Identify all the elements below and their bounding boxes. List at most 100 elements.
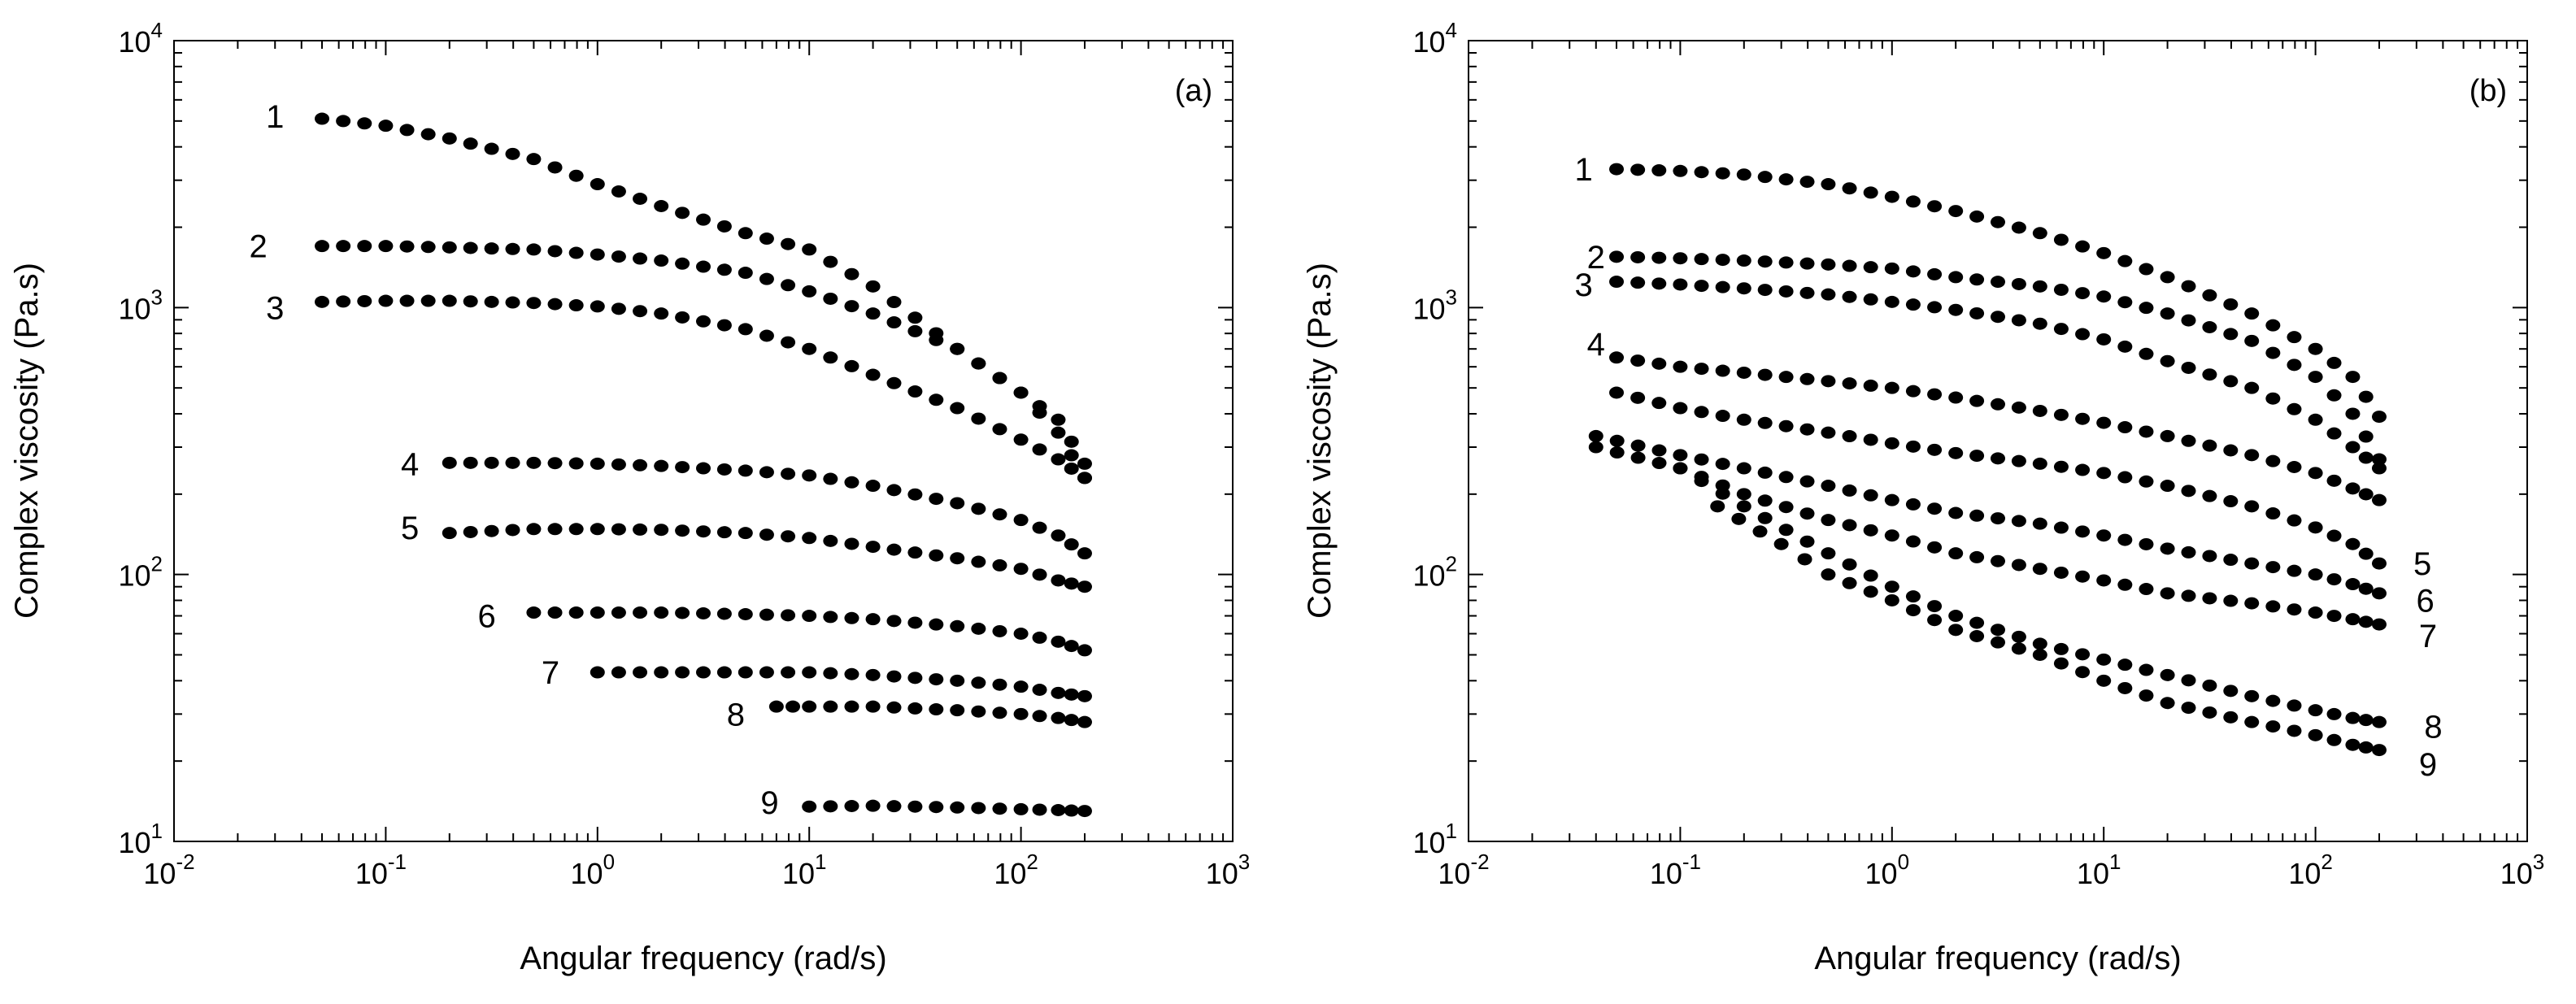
- data-point-series-8-b: [2181, 674, 2196, 687]
- data-point-series-4-a: [590, 457, 605, 470]
- data-point-series-6-a: [568, 606, 584, 619]
- data-point-series-9-b: [2117, 681, 2133, 694]
- data-point-series-5-a: [1051, 574, 1066, 587]
- data-point-series-1-a: [738, 227, 753, 240]
- data-point-series-1-b: [2326, 356, 2342, 369]
- y-tick-label-b: 103: [1412, 285, 1457, 325]
- data-point-series-1-b: [2244, 307, 2260, 320]
- data-point-series-2-a: [992, 372, 1007, 385]
- data-point-series-6-b: [1651, 444, 1667, 457]
- data-point-series-1-b: [1736, 168, 1751, 181]
- data-point-series-4-a: [865, 480, 881, 493]
- data-point-series-4-b: [1799, 372, 1815, 385]
- data-point-series-1-a: [781, 237, 796, 250]
- data-point-series-2-b: [2371, 453, 2387, 466]
- data-point-series-3-b: [2032, 317, 2047, 330]
- x-tick-label-b: 101: [2077, 850, 2121, 890]
- data-point-series-2-a: [526, 243, 542, 256]
- data-point-series-3-b: [1991, 311, 2005, 324]
- data-point-series-7-b: [2096, 574, 2112, 587]
- data-point-series-5-a: [886, 543, 902, 556]
- data-point-series-5-b: [1609, 386, 1625, 399]
- data-point-series-3-b: [1842, 290, 1857, 303]
- data-point-series-7-b: [2011, 559, 2026, 572]
- data-point-series-2-b: [1884, 262, 1899, 275]
- data-point-series-1-b: [1927, 200, 1943, 213]
- data-point-series-2-b: [2345, 407, 2361, 420]
- data-point-series-7-b: [2265, 600, 2281, 613]
- data-point-series-4-a: [1051, 529, 1066, 542]
- data-point-series-6-a: [886, 615, 902, 628]
- data-point-series-2-a: [590, 248, 605, 261]
- data-point-series-5-b: [1927, 443, 1943, 456]
- data-point-series-6-b: [2308, 568, 2323, 581]
- data-point-series-7-a: [844, 667, 859, 680]
- data-point-series-2-b: [1651, 251, 1667, 264]
- series-label-5-a: 5: [401, 511, 419, 546]
- data-point-series-8-a: [886, 701, 902, 714]
- data-point-series-6-b: [2371, 587, 2387, 600]
- data-point-series-1-b: [2117, 254, 2133, 267]
- x-tick-label-b: 103: [2500, 850, 2545, 890]
- data-point-series-7-b: [1630, 451, 1646, 464]
- data-point-series-4-a: [844, 476, 859, 489]
- data-point-series-7-b: [2202, 592, 2217, 605]
- data-point-series-2-a: [950, 342, 965, 355]
- data-point-series-3-a: [929, 393, 944, 406]
- data-point-series-8-a: [1013, 707, 1029, 720]
- data-point-series-8-b: [1969, 616, 1985, 629]
- data-point-series-4-b: [1757, 368, 1773, 381]
- data-point-series-9-a: [907, 800, 923, 813]
- data-point-series-8-a: [785, 700, 801, 713]
- data-point-series-9-a: [971, 802, 986, 815]
- data-point-series-5-a: [654, 524, 669, 537]
- data-point-series-4-b: [2117, 421, 2133, 434]
- data-point-series-4-a: [781, 467, 796, 480]
- data-point-series-7-b: [2345, 613, 2361, 626]
- data-point-series-2-a: [1064, 449, 1079, 462]
- data-point-series-7-a: [1013, 680, 1029, 693]
- data-point-series-2-b: [2326, 389, 2342, 402]
- data-point-series-4-b: [1651, 357, 1667, 370]
- data-point-series-2-b: [1905, 265, 1921, 278]
- data-point-series-3-b: [2244, 381, 2260, 394]
- data-point-series-6-b: [1842, 484, 1857, 497]
- data-point-series-1-b: [2160, 271, 2175, 284]
- data-point-series-5-b: [2160, 480, 2175, 493]
- data-point-series-9-b: [2202, 706, 2217, 719]
- data-point-series-8-a: [992, 706, 1007, 719]
- data-point-series-5-a: [675, 524, 690, 537]
- data-point-series-3-a: [590, 300, 605, 313]
- panel-a: Complex viscosity (Pa.s) Angular frequen…: [9, 18, 1250, 976]
- data-point-series-2-b: [1799, 257, 1815, 270]
- data-point-series-2-a: [738, 267, 753, 280]
- data-point-series-3-b: [1778, 285, 1794, 298]
- data-point-series-3-b: [2181, 361, 2196, 374]
- data-point-series-7-b: [2032, 563, 2047, 576]
- data-point-series-4-a: [716, 463, 732, 476]
- data-point-series-5-b: [1630, 391, 1646, 404]
- series-label-7-a: 7: [542, 655, 559, 691]
- data-point-series-9-a: [1051, 803, 1066, 816]
- data-point-series-1-b: [2345, 371, 2361, 384]
- data-point-series-4-b: [2287, 461, 2302, 474]
- data-point-series-6-a: [738, 608, 753, 621]
- data-point-series-9-b: [1905, 604, 1921, 617]
- data-point-series-7-b: [1863, 524, 1878, 537]
- data-point-series-6-b: [2053, 521, 2069, 534]
- data-point-series-3-b: [1969, 306, 1985, 319]
- data-point-series-9-a: [950, 801, 965, 814]
- data-point-series-7-a: [907, 672, 923, 685]
- data-point-series-6-a: [907, 616, 923, 629]
- data-point-series-1-b: [2223, 298, 2239, 311]
- data-point-series-8-a: [1077, 715, 1092, 728]
- data-point-series-1-a: [442, 132, 457, 145]
- data-point-series-2-a: [675, 257, 690, 270]
- data-point-series-7-a: [802, 666, 817, 679]
- data-point-series-6-a: [1077, 644, 1092, 657]
- data-point-series-5-a: [1013, 563, 1029, 576]
- data-point-series-1-b: [2032, 227, 2047, 240]
- series-label-1-b: 1: [1575, 152, 1593, 188]
- data-point-series-7-b: [1609, 446, 1625, 459]
- data-point-series-3-a: [1077, 472, 1092, 485]
